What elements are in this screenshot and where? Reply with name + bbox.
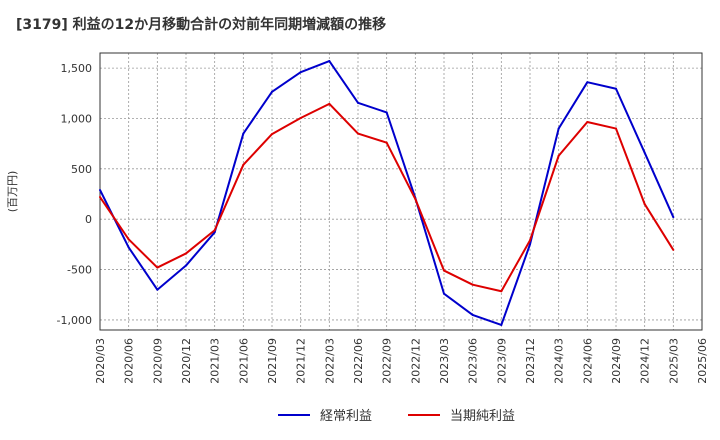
- series-1-point: [357, 101, 359, 104]
- series-2-point: [643, 203, 646, 206]
- x-tick-label: 2024/03: [553, 338, 566, 384]
- x-tick-label: 2022/12: [409, 338, 422, 384]
- series-2-point: [443, 269, 445, 272]
- series-2-point: [586, 120, 589, 123]
- chart-title: [3179] 利益の12か月移動合計の対前年同期増減額の推移: [16, 17, 387, 33]
- series-2-point: [471, 283, 474, 286]
- plot-area: [100, 53, 702, 330]
- series-2-point: [328, 102, 331, 105]
- series-2-point: [156, 266, 159, 269]
- series-1-point: [271, 90, 273, 93]
- series-1-point: [615, 87, 617, 90]
- series-2-point: [271, 133, 273, 136]
- y-axis-label: (百万円): [6, 171, 19, 213]
- y-tick-label: 0: [85, 213, 92, 226]
- series-2-point: [357, 132, 359, 135]
- series-2-point: [213, 229, 216, 232]
- series-1-point: [242, 132, 245, 135]
- x-tick-label: 2022/06: [352, 338, 365, 384]
- x-tick-label: 2023/06: [467, 338, 480, 384]
- series-1-point: [385, 111, 388, 114]
- legend-label-2: 当期純利益: [450, 409, 515, 424]
- x-tick-label: 2024/09: [610, 338, 623, 384]
- x-tick-label: 2022/09: [381, 338, 394, 384]
- series-2-point: [414, 198, 417, 201]
- series-1-point: [328, 60, 331, 63]
- x-tick-label: 2021/09: [266, 338, 279, 384]
- series-1-point: [586, 81, 589, 84]
- x-tick-label: 2023/03: [438, 338, 451, 384]
- series-1-point: [529, 243, 531, 246]
- x-tick-label: 2020/03: [94, 338, 107, 384]
- x-tick-label: 2024/12: [639, 338, 652, 384]
- series-2-point: [500, 290, 503, 293]
- series-2-point: [557, 154, 560, 157]
- x-tick-label: 2024/06: [581, 338, 594, 384]
- series-2-point: [615, 127, 617, 130]
- x-tick-label: 2023/09: [495, 338, 508, 384]
- series-1-point: [127, 246, 130, 249]
- y-tick-label: 1,500: [61, 62, 93, 75]
- legend-label-1: 経常利益: [320, 409, 372, 424]
- series-1-point: [156, 288, 159, 291]
- series-1-point: [557, 127, 560, 130]
- y-tick-label: -500: [67, 264, 92, 277]
- series-2-point: [99, 196, 101, 199]
- series-1-point: [471, 313, 474, 316]
- x-tick-label: 2025/06: [696, 338, 709, 384]
- y-tick-label: 500: [71, 163, 92, 176]
- series-1-point: [500, 323, 503, 326]
- x-tick-label: 2023/12: [524, 338, 537, 384]
- series-2-point: [242, 163, 245, 166]
- series-2-point: [185, 252, 187, 255]
- series-1-point: [99, 188, 101, 191]
- y-tick-label: -1,000: [57, 314, 92, 327]
- series-1-point: [643, 151, 646, 154]
- series-1-point: [299, 71, 302, 74]
- series-2-point: [385, 141, 388, 144]
- series-2-point: [299, 116, 302, 119]
- series-2-point: [672, 248, 675, 251]
- x-tick-label: 2020/12: [180, 338, 193, 384]
- series-1-point: [185, 264, 187, 267]
- series-1-point: [672, 216, 675, 219]
- x-tick-label: 2020/09: [151, 338, 164, 384]
- x-tick-label: 2021/06: [237, 338, 250, 384]
- x-tick-label: 2020/06: [123, 338, 136, 384]
- series-2-point: [127, 238, 130, 241]
- series-2-point: [529, 239, 531, 242]
- x-tick-label: 2022/03: [323, 338, 336, 384]
- x-tick-label: 2025/03: [667, 338, 680, 384]
- x-tick-label: 2021/12: [295, 338, 308, 384]
- x-tick-label: 2021/03: [209, 338, 222, 384]
- series-1-point: [443, 292, 445, 295]
- y-tick-label: 1,000: [61, 112, 93, 125]
